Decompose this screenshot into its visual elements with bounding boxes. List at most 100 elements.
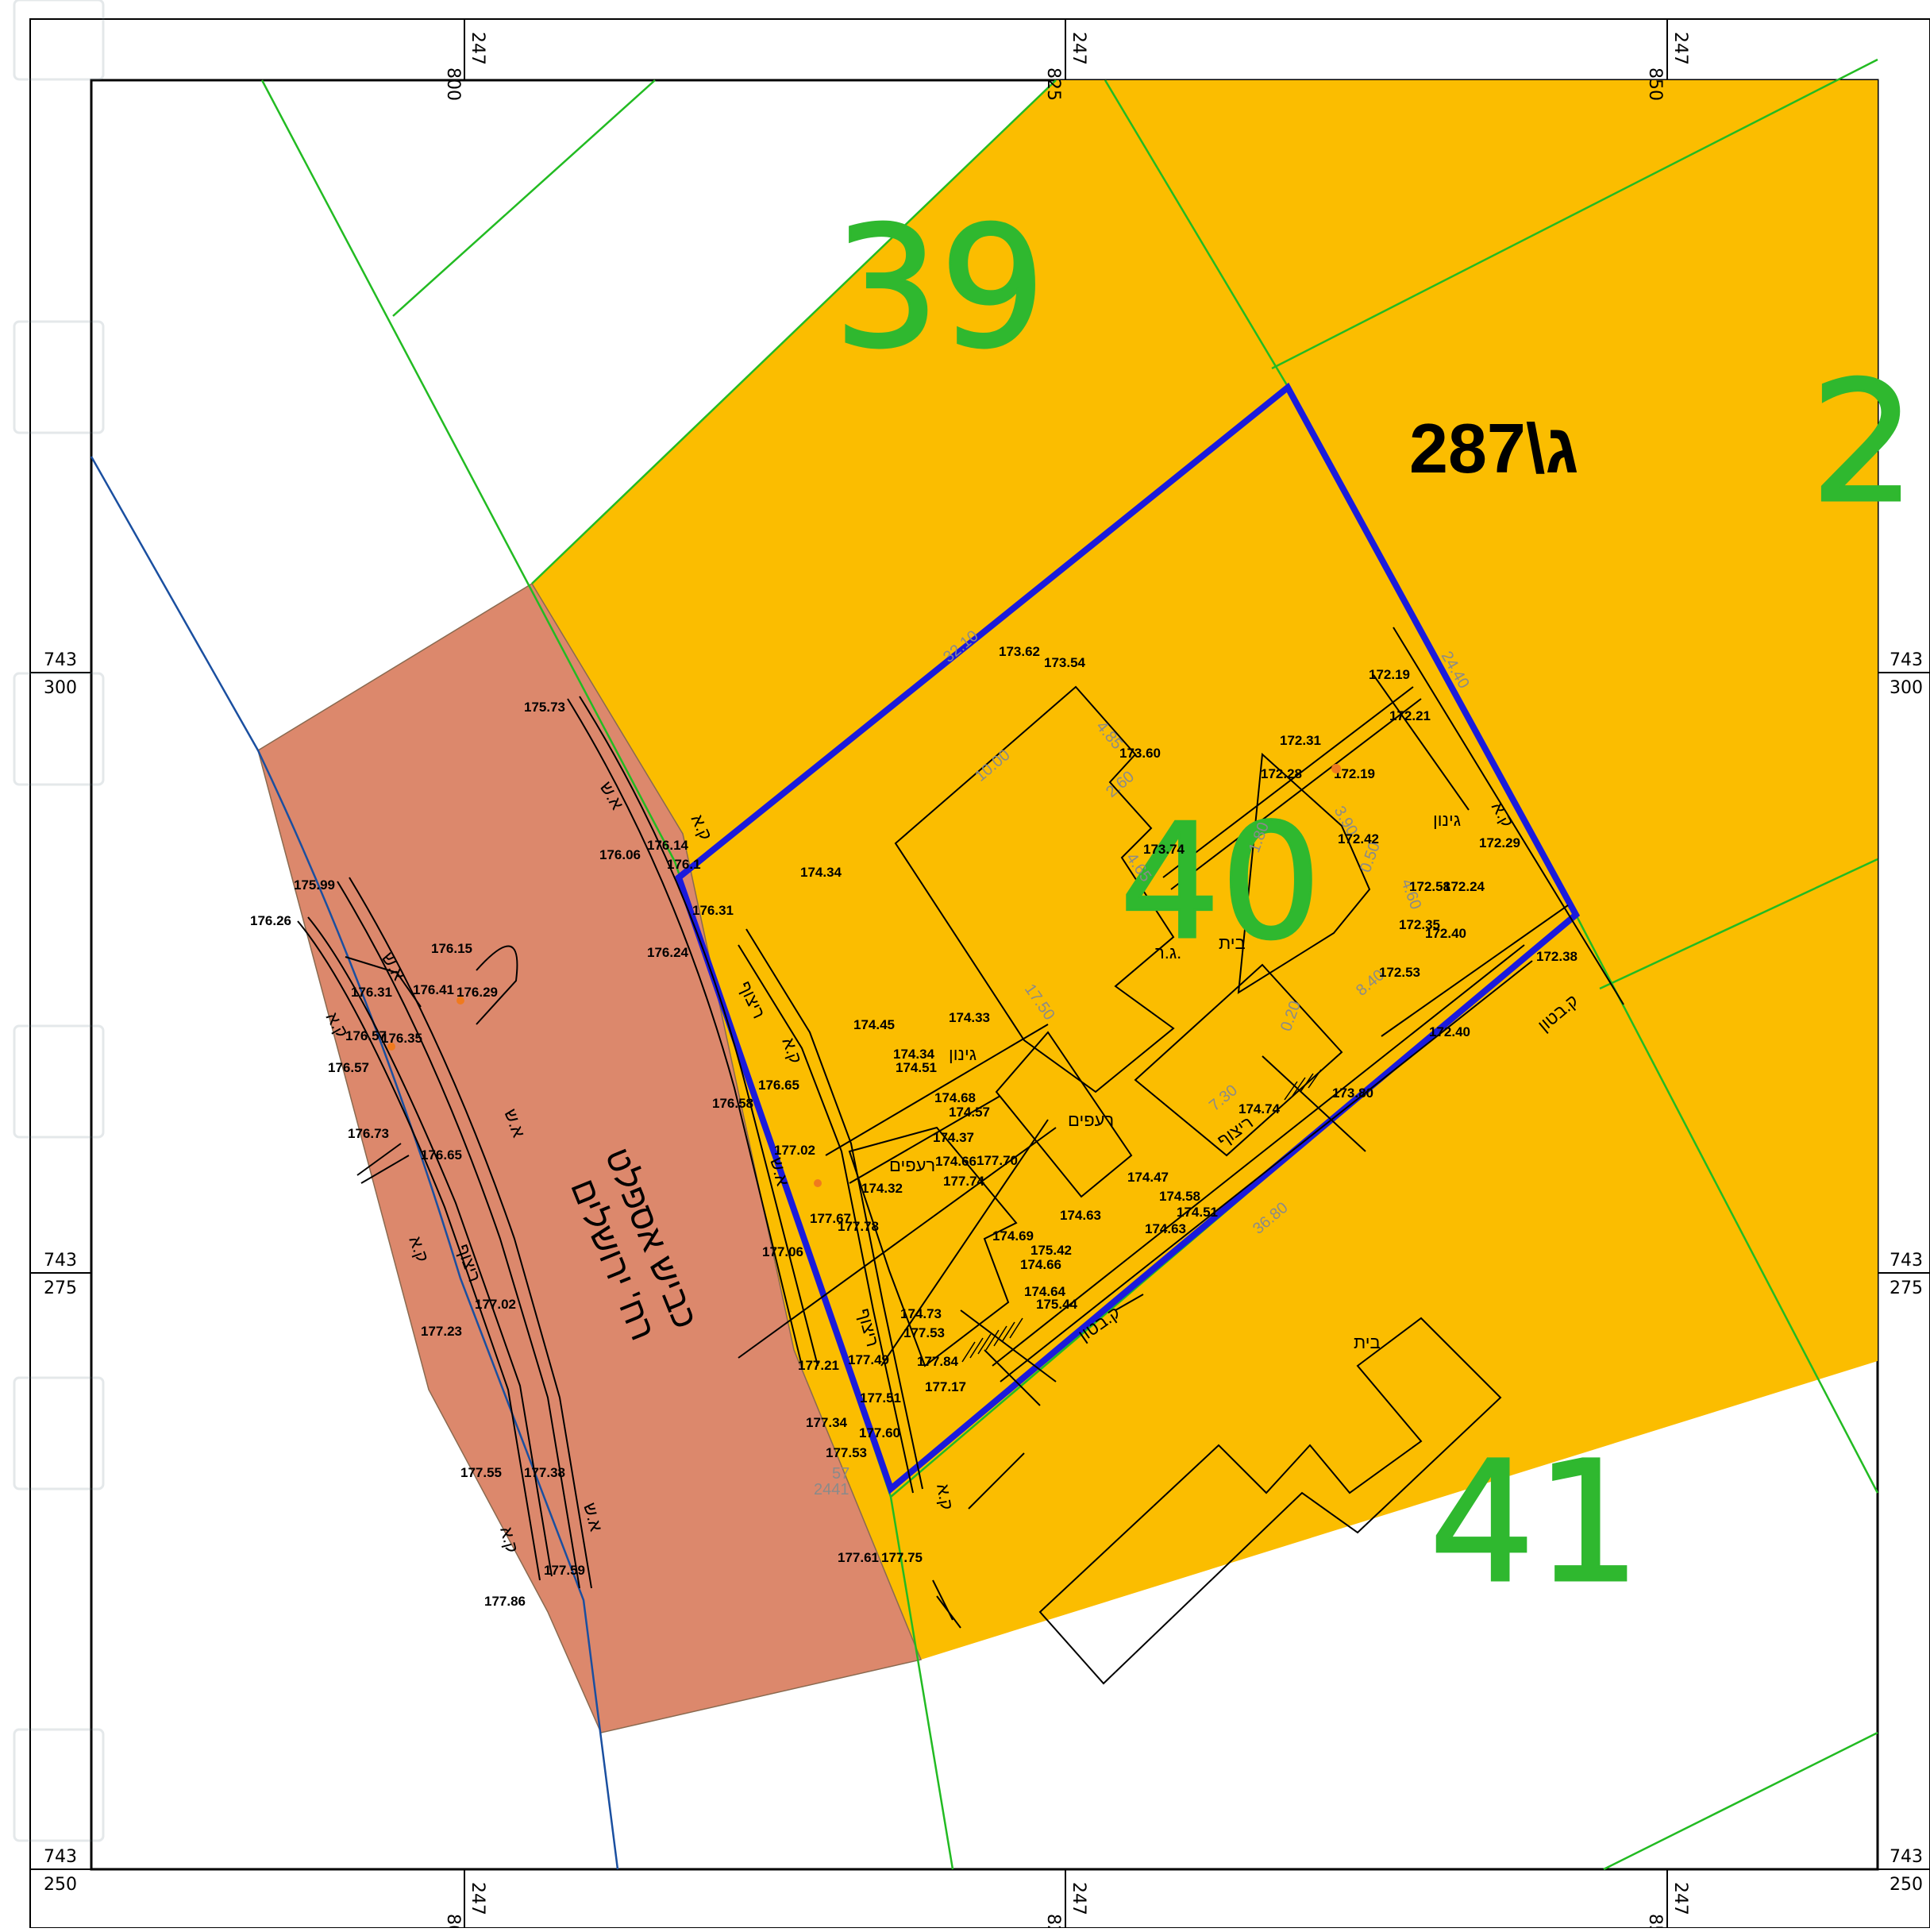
elevation-label: 177.59: [544, 1563, 585, 1578]
block-label: 287\ג: [1409, 409, 1578, 488]
parcel-number-39: 39: [834, 191, 1046, 385]
elevation-label: 177.38: [524, 1465, 565, 1480]
elevation-label: 177.49: [848, 1352, 889, 1367]
elevation-label: 172.28: [1261, 766, 1302, 781]
grid-label: 825: [1043, 1914, 1063, 1928]
elevation-label: 173.54: [1044, 655, 1086, 670]
elevation-label: 174.32: [861, 1181, 903, 1196]
grid-label: 247: [1069, 32, 1088, 65]
grid-label: 800: [443, 67, 463, 101]
grid-label: 743: [44, 650, 77, 670]
label-point-id: 2441: [814, 1481, 849, 1498]
elevation-label: 176.15: [431, 941, 472, 956]
survey-point-markers: [387, 764, 1341, 1187]
grid-label: 275: [1890, 1278, 1923, 1298]
elevation-label: 176.26: [250, 913, 291, 928]
elevation-label: 177.75: [881, 1550, 923, 1565]
elevation-label: 172.35: [1399, 917, 1440, 932]
elevation-label: 177.55: [460, 1465, 502, 1480]
elevation-label: 177.02: [475, 1297, 516, 1312]
elevation-label: 174.57: [949, 1105, 990, 1120]
elevation-label: 173.74: [1143, 842, 1185, 857]
elevation-label: 174.37: [933, 1130, 974, 1145]
elevation-label: 176.35: [381, 1031, 422, 1046]
elevation-label: 176.65: [421, 1147, 462, 1163]
label-tiles-2: רעפים: [889, 1155, 935, 1175]
elevation-label: 174.63: [1145, 1221, 1186, 1236]
grid-label: 825: [1043, 67, 1063, 101]
road-edges: [90, 456, 619, 1870]
elevation-label: 175.73: [524, 700, 565, 715]
elevation-label: 172.19: [1334, 766, 1375, 781]
label-ka-6: ק.א: [933, 1483, 957, 1512]
elevation-label: 176.29: [456, 985, 498, 1000]
label-gr: ג.ר.: [1155, 943, 1181, 962]
elevation-label: 172.42: [1338, 831, 1379, 846]
elevation-label: 176.31: [692, 903, 734, 918]
grid-label: 250: [1890, 1875, 1923, 1895]
grid-label: 250: [44, 1875, 77, 1895]
elevation-label: 172.58: [1409, 879, 1450, 894]
grid-labels-left: 743 300 743 275 743 250: [44, 650, 77, 1895]
elevation-label: 177.61: [838, 1550, 879, 1565]
grid-labels-bottom: 800 247 825 247 850 247: [443, 1882, 1690, 1932]
elevation-label: 177.02: [774, 1143, 815, 1158]
elevation-label: 172.21: [1389, 708, 1431, 723]
elevation-label: 177.86: [484, 1594, 526, 1609]
elevation-label: 174.63: [1060, 1208, 1101, 1223]
elevation-label: 172.38: [1536, 949, 1578, 964]
grid-label: 743: [1890, 650, 1923, 670]
elevation-label: 177.34: [806, 1415, 848, 1430]
elevation-label: 173.62: [999, 644, 1040, 659]
buildings: [297, 627, 1624, 1685]
elevation-label: 175.42: [1030, 1243, 1072, 1258]
grid-label: 300: [44, 678, 77, 698]
elevation-label: 172.29: [1479, 835, 1520, 850]
elevation-label: 177.78: [838, 1219, 879, 1234]
elevation-label: 176.73: [348, 1126, 389, 1141]
grid-label: 743: [44, 1847, 77, 1867]
elevation-label: 172.53: [1379, 965, 1420, 980]
parcel-numbers: 39 40 41 2: [833, 190, 1918, 1622]
grid-label: 247: [1069, 1882, 1088, 1915]
parcel-number-2: 2: [1810, 345, 1917, 540]
elevation-label: 174.51: [1177, 1205, 1218, 1220]
elevation-label: 174.45: [853, 1017, 895, 1032]
label-point-number: 57: [832, 1465, 849, 1483]
grid-label: 850: [1645, 1914, 1665, 1928]
elevation-label: 172.19: [1369, 667, 1410, 682]
elevation-label: 176.31: [351, 985, 392, 1000]
label-garden-1: גינון: [1433, 810, 1461, 830]
label-house-2: בית: [1354, 1332, 1381, 1352]
label-house-1: בית: [1219, 933, 1246, 953]
elevation-label: 177.06: [762, 1244, 803, 1259]
grid-labels-right: 743 300 743 275 743 250: [1890, 650, 1923, 1895]
grid-label: 247: [468, 1882, 487, 1915]
elevation-label: 176.65: [758, 1078, 799, 1093]
grid-label: 743: [1890, 1251, 1923, 1271]
elevation-label: 176.06: [599, 847, 641, 862]
elevation-label: 177.51: [860, 1390, 901, 1406]
elevation-label: 177.70: [977, 1153, 1018, 1168]
elevation-label: 176.1: [667, 857, 701, 872]
elevation-label: 172.24: [1443, 879, 1485, 894]
elevation-label: 174.66: [935, 1154, 977, 1169]
elevation-label: 174.47: [1127, 1170, 1169, 1185]
elevation-label: 174.64: [1024, 1284, 1066, 1299]
elevation-label: 176.24: [647, 945, 689, 960]
grid-labels-top: 800 247 825 247 850 247: [443, 32, 1690, 101]
elevation-label: 174.51: [896, 1060, 937, 1075]
elevation-label: 176.57: [328, 1060, 369, 1075]
grid-label: 300: [1890, 678, 1923, 698]
elevation-label: 172.40: [1429, 1024, 1470, 1039]
elevation-label: 172.40: [1425, 926, 1466, 941]
elevation-label: 175.99: [294, 877, 335, 893]
subject-parcel-outline: [675, 382, 1581, 1494]
label-garden-2: גינון: [949, 1044, 977, 1064]
elevation-labels: 173.62 173.54 173.60 172.19 172.21 172.3…: [250, 644, 1578, 1609]
grid-label: 743: [1890, 1847, 1923, 1867]
grid-label: 247: [1670, 1882, 1690, 1915]
elevation-label: 174.34: [893, 1047, 935, 1062]
grid-label: 743: [44, 1251, 77, 1271]
